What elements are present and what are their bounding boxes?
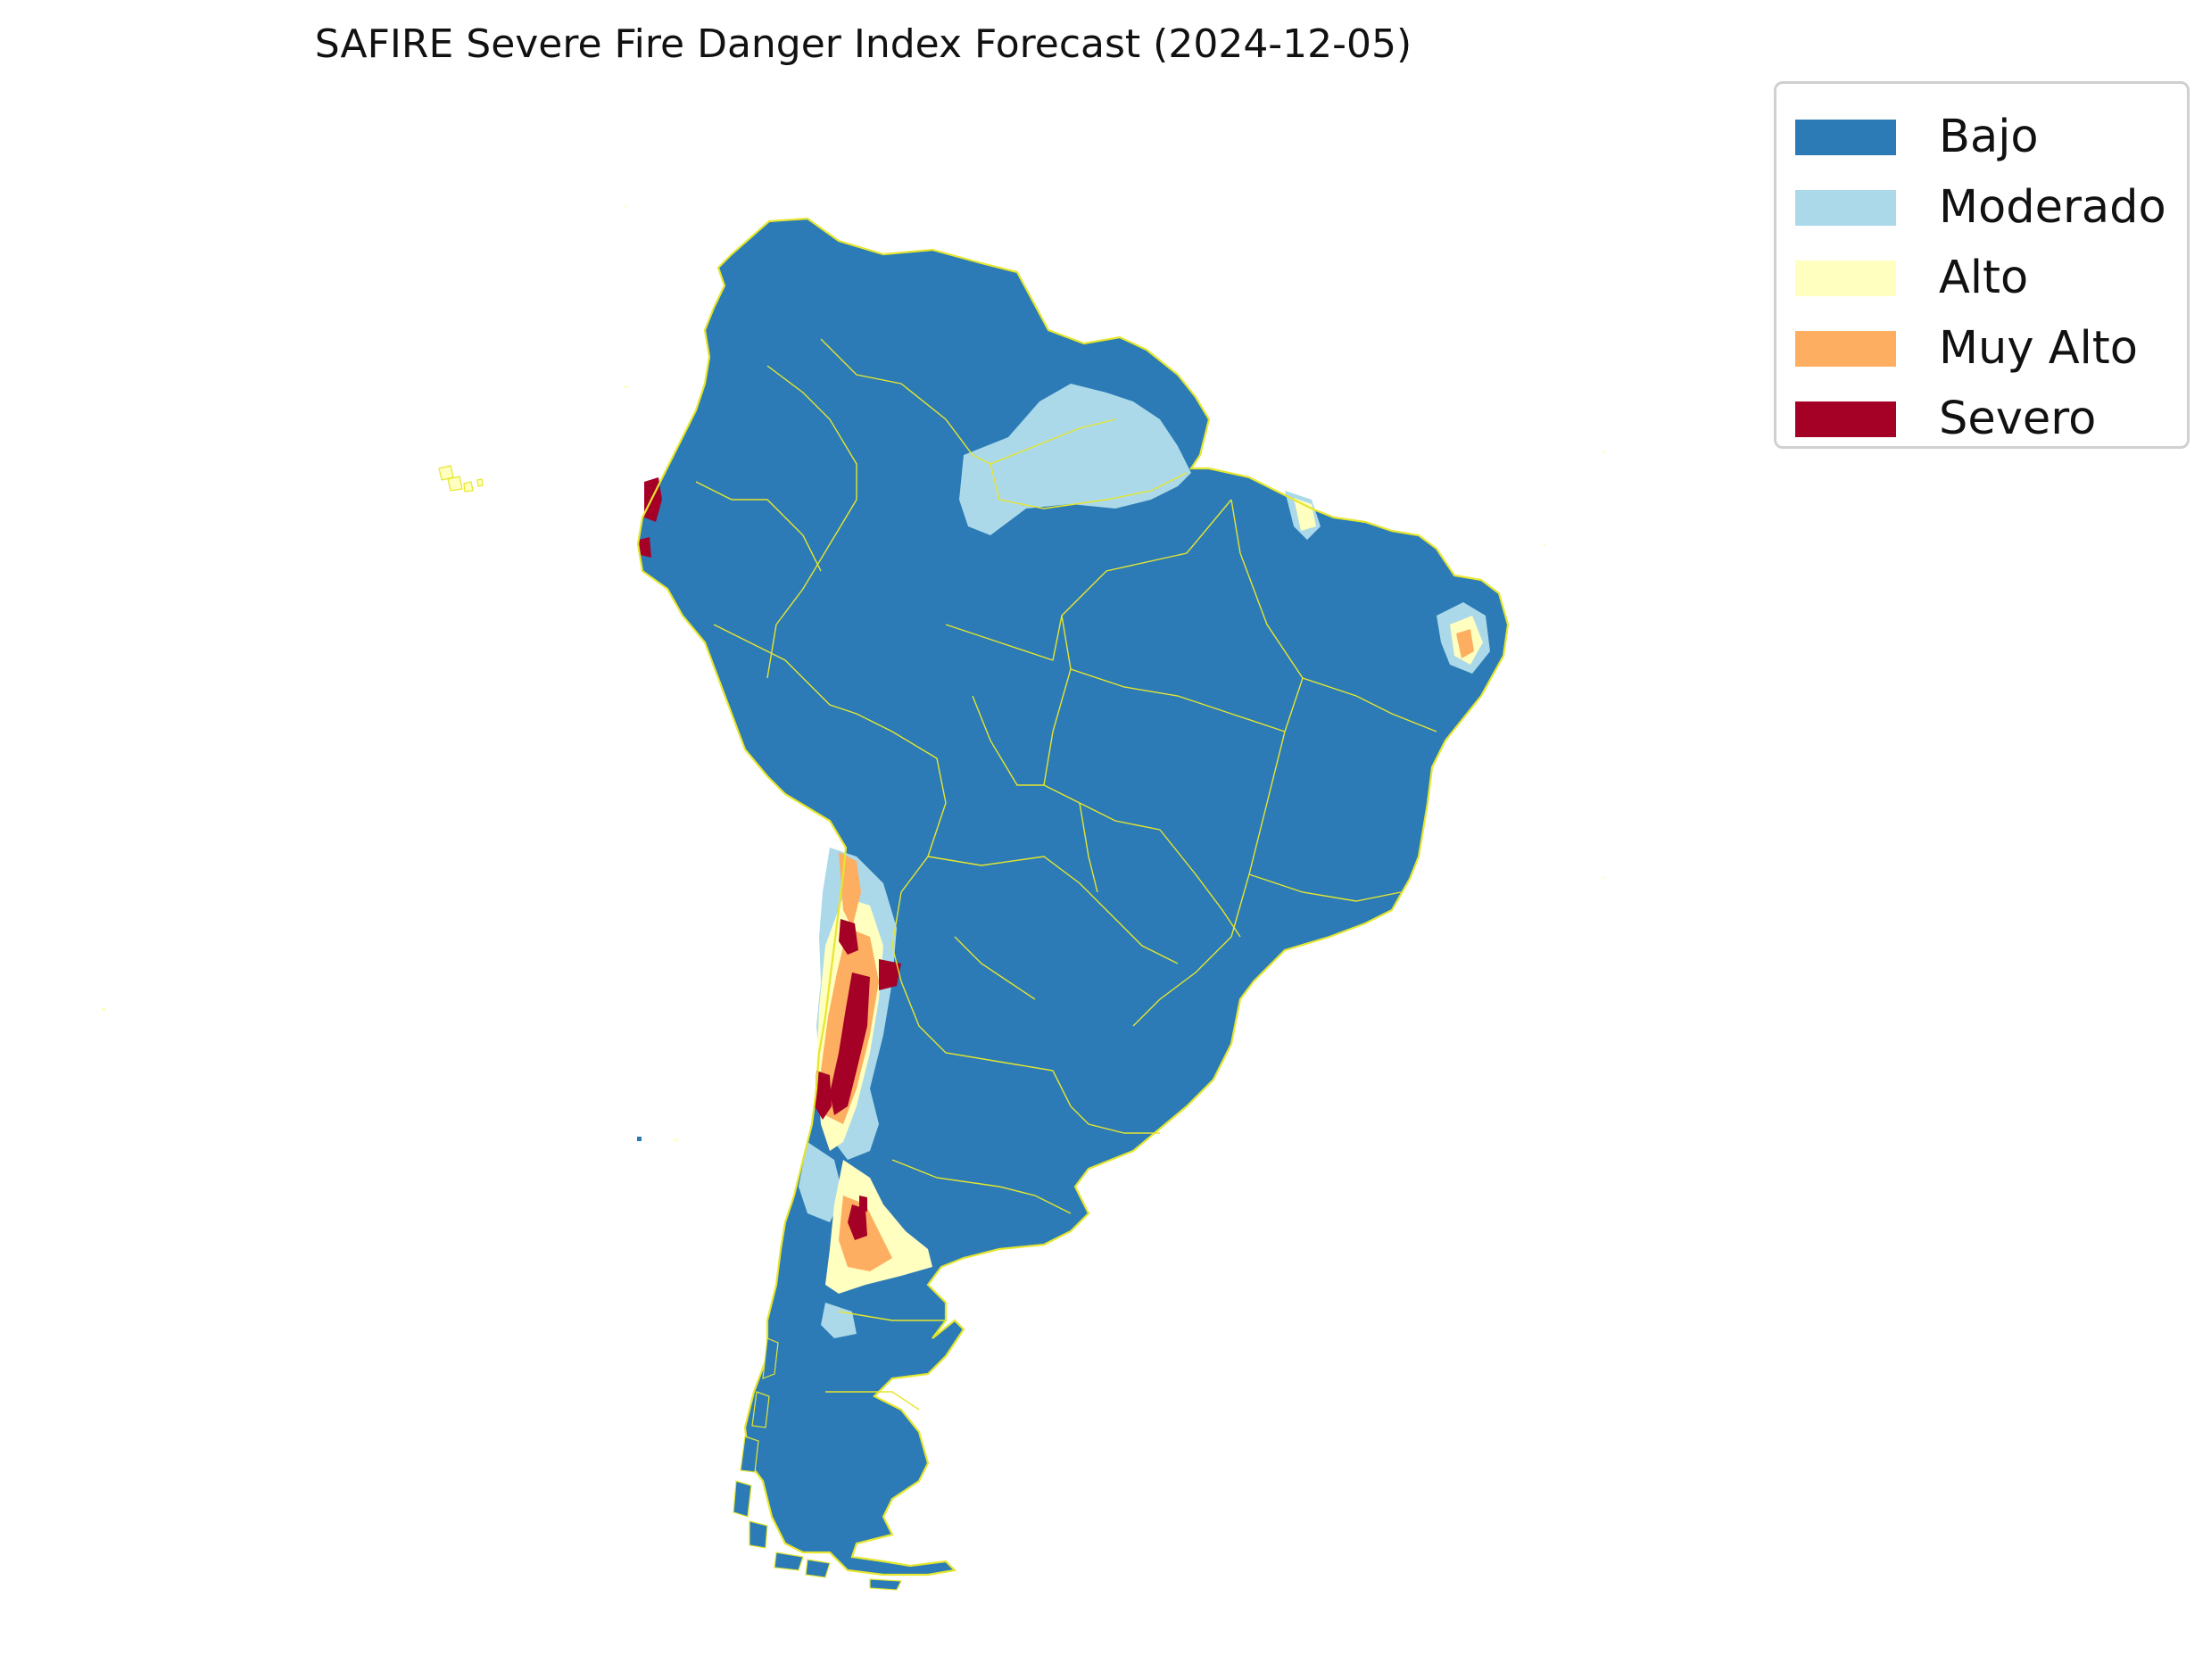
legend-swatch-moderado — [1795, 189, 1896, 226]
administrative-borders — [695, 338, 1437, 1411]
legend-item-bajo: Bajo — [1793, 102, 2171, 172]
galapagos-islands — [438, 465, 484, 492]
map-legend: Bajo Moderado Alto Muy Alto Severo — [1774, 81, 2190, 449]
southern-fjord-islands — [733, 1337, 902, 1591]
legend-item-moderado: Moderado — [1793, 172, 2171, 243]
legend-label-moderado: Moderado — [1939, 181, 2166, 234]
legend-label-muy-alto: Muy Alto — [1939, 322, 2138, 375]
severo-zones — [639, 477, 901, 1240]
legend-label-severo: Severo — [1939, 393, 2097, 445]
legend-label-bajo: Bajo — [1939, 111, 2039, 163]
legend-label-alto: Alto — [1939, 252, 2029, 304]
legend-item-severo: Severo — [1793, 384, 2171, 454]
legend-item-alto: Alto — [1793, 243, 2171, 313]
offshore-islands — [102, 205, 1606, 1141]
legend-item-muy-alto: Muy Alto — [1793, 313, 2171, 384]
continent-outline — [636, 217, 1510, 1577]
legend-swatch-bajo — [1795, 119, 1896, 155]
legend-swatch-muy-alto — [1795, 330, 1896, 367]
legend-swatch-severo — [1795, 401, 1896, 437]
legend-swatch-alto — [1795, 260, 1896, 296]
map-title: SAFIRE Severe Fire Danger Index Forecast… — [314, 21, 1412, 67]
